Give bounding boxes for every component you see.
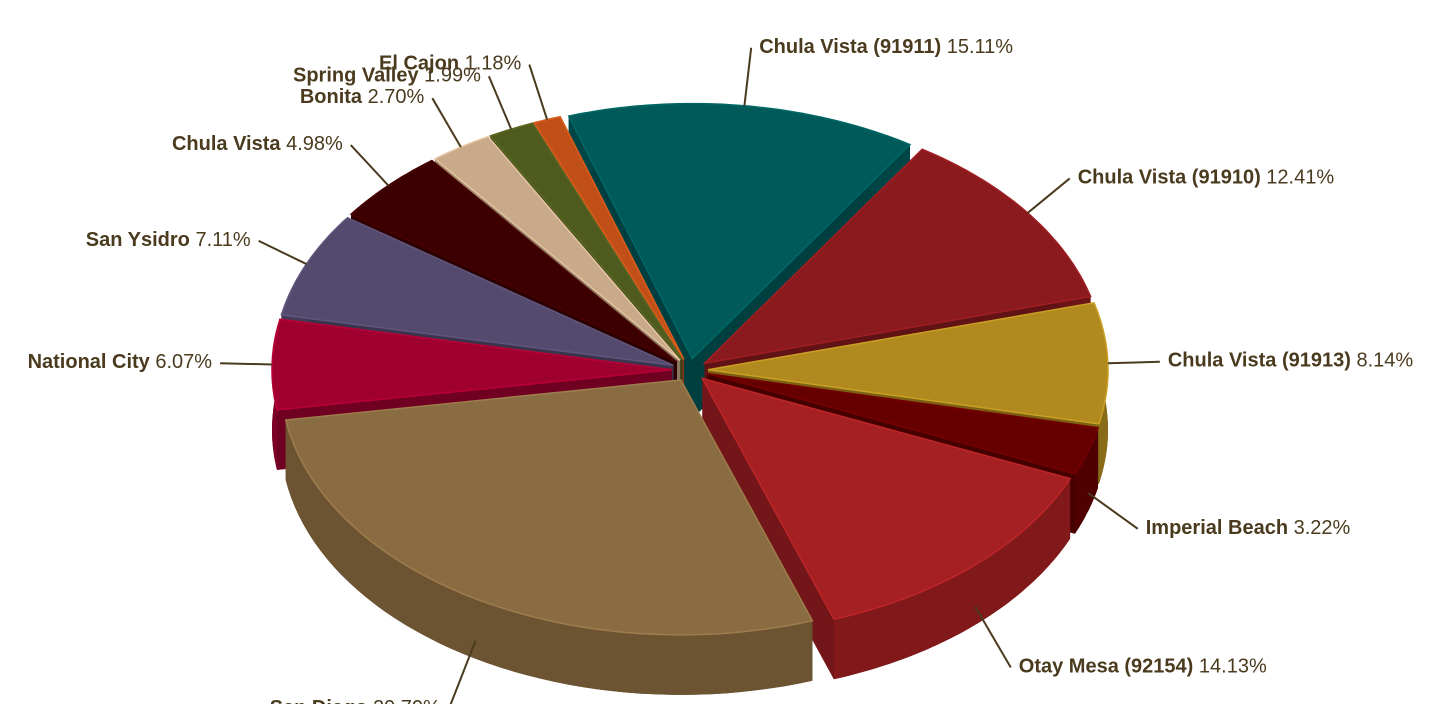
data-label: San Ysidro 7.11% — [86, 229, 251, 251]
leader-line — [487, 75, 513, 130]
value-label: 1.18% — [465, 53, 522, 75]
leader-line — [431, 97, 462, 148]
slice-top — [271, 318, 673, 411]
leader-line — [350, 144, 390, 187]
value-label: 3.22% — [1294, 517, 1351, 539]
value-label: 7.11% — [195, 229, 250, 251]
data-label: Chula Vista (91911) 15.11% — [759, 36, 1013, 58]
slice-top — [706, 372, 1099, 475]
value-label: 12.41% — [1266, 167, 1334, 189]
leader-line — [1107, 360, 1160, 365]
category-label: Bonita — [300, 86, 363, 108]
value-label: 6.07% — [155, 352, 212, 374]
category-label: San Diego — [270, 697, 368, 704]
data-label: Bonita 2.70% — [300, 86, 425, 108]
data-label: Chula Vista 4.98% — [172, 133, 343, 155]
value-label: 14.13% — [1199, 656, 1267, 678]
slice-wall — [285, 420, 813, 695]
value-label: 1.99% — [424, 65, 481, 87]
leader-line — [1087, 492, 1139, 530]
data-label: El Cajon 1.18% — [379, 53, 522, 75]
data-label: Chula Vista (91910) 12.41% — [1078, 167, 1335, 189]
leader-line — [974, 606, 1012, 669]
value-label: 29.70% — [373, 697, 441, 704]
category-label: Chula Vista (91911) — [759, 36, 941, 58]
slice-wall — [1075, 427, 1098, 534]
category-label: National City — [28, 352, 151, 374]
category-label: San Ysidro — [86, 229, 190, 251]
slice-top — [700, 377, 1072, 621]
data-label: Imperial Beach 3.22% — [1146, 517, 1351, 539]
data-label: San Diego 29.70% — [270, 697, 441, 704]
category-label: Spring Valley — [293, 65, 419, 87]
value-label: 2.70% — [368, 86, 425, 108]
value-label: 15.11% — [947, 36, 1014, 58]
leader-line — [220, 362, 273, 366]
category-label: Chula Vista (91910) — [1078, 167, 1261, 189]
category-label: Imperial Beach — [1146, 517, 1288, 539]
slice — [284, 379, 814, 695]
data-label: National City 6.07% — [28, 352, 213, 374]
slice-wall — [833, 478, 1071, 680]
data-label: Otay Mesa (92154) 14.13% — [1019, 656, 1267, 678]
leader-line — [1027, 177, 1071, 214]
data-label: Spring Valley 1.99% — [293, 65, 481, 87]
category-label: Chula Vista (91913) — [1168, 350, 1351, 372]
category-label: Chula Vista — [172, 133, 281, 155]
category-label: El Cajon — [379, 53, 459, 75]
slice — [700, 377, 1072, 680]
slice-top — [284, 379, 814, 636]
leader-line — [528, 64, 549, 120]
leader-line — [449, 640, 477, 704]
value-label: 8.14% — [1356, 350, 1413, 372]
leader-line — [743, 47, 753, 106]
leader-line — [258, 239, 307, 265]
value-label: 4.98% — [286, 133, 343, 155]
category-label: Otay Mesa (92154) — [1019, 656, 1194, 678]
data-label: Chula Vista (91913) 8.14% — [1168, 350, 1414, 372]
